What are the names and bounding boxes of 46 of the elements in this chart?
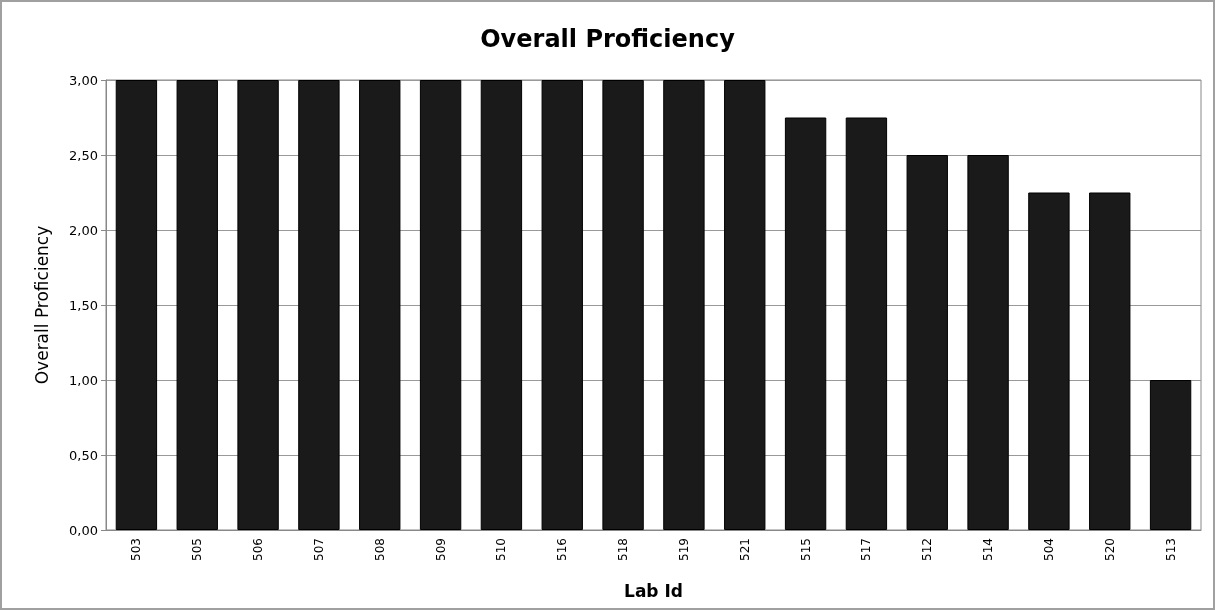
x-tick-label: 514 [981,538,996,561]
x-tick-label: 515 [798,538,813,561]
x-tick-label: 512 [920,538,935,561]
x-tick-label: 505 [190,538,205,561]
y-tick-label: 0,00 [69,522,98,538]
x-tick-label: 516 [555,538,570,561]
x-tick-label: 521 [737,538,752,561]
bar [1089,192,1131,530]
bar [298,80,340,530]
bar [115,80,158,530]
y-axis-title: Overall Proficiency [31,225,52,385]
bar [480,80,523,530]
x-tick-label: 503 [129,538,144,561]
x-tick-label: 509 [433,538,448,561]
x-tick-label: 504 [1041,538,1056,561]
y-tick-label: 2,00 [69,222,98,238]
bar [967,155,1009,530]
bar [1149,380,1192,530]
bar [724,80,766,530]
x-tick-label: 507 [311,538,326,561]
x-tick-label: 519 [676,538,691,561]
x-tick-label: 517 [859,538,874,561]
x-tick-label: 513 [1163,538,1178,561]
x-tick-label: 506 [251,538,266,561]
bar [176,80,218,530]
bar [541,80,583,530]
x-tick-label: 520 [1102,538,1117,561]
y-tick-label: 1,50 [69,297,98,313]
bar [784,117,827,530]
bar [419,80,462,530]
x-tick-label: 510 [494,538,509,561]
chart-title: Overall Proficiency [480,25,736,53]
bar [906,155,948,530]
y-tick-label: 2,50 [69,147,98,163]
x-tick-label: 508 [372,538,387,561]
bar [237,80,279,530]
y-tick-label: 3,00 [69,72,98,88]
x-axis-title: Lab Id [624,580,683,601]
bar [663,80,705,530]
y-tick-label: 0,50 [69,447,98,463]
bar [602,80,644,530]
bar [359,80,401,530]
x-tick-label: 518 [616,538,631,561]
bar [1028,192,1070,530]
y-tick-label: 1,00 [69,372,98,388]
bar [845,117,888,530]
